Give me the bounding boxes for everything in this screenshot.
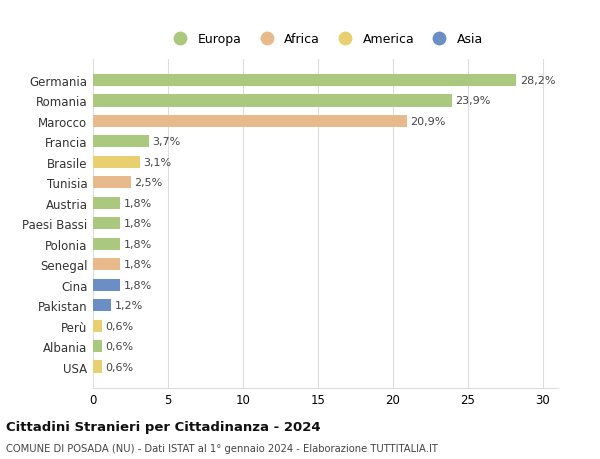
Bar: [93, 177, 131, 189]
Text: COMUNE DI POSADA (NU) - Dati ISTAT al 1° gennaio 2024 - Elaborazione TUTTITALIA.: COMUNE DI POSADA (NU) - Dati ISTAT al 1°…: [6, 443, 438, 453]
Text: 20,9%: 20,9%: [410, 117, 446, 127]
Text: 1,8%: 1,8%: [124, 280, 152, 290]
Text: 0,6%: 0,6%: [106, 362, 134, 372]
Bar: [93, 299, 111, 312]
Bar: [93, 136, 149, 148]
Text: 1,8%: 1,8%: [124, 219, 152, 229]
Bar: [93, 238, 120, 250]
Text: Cittadini Stranieri per Cittadinanza - 2024: Cittadini Stranieri per Cittadinanza - 2…: [6, 420, 320, 433]
Legend: Europa, Africa, America, Asia: Europa, Africa, America, Asia: [168, 33, 483, 46]
Text: 1,8%: 1,8%: [124, 239, 152, 249]
Bar: [93, 74, 516, 87]
Bar: [93, 340, 102, 353]
Bar: [93, 95, 452, 107]
Text: 1,2%: 1,2%: [115, 301, 143, 310]
Bar: [93, 361, 102, 373]
Bar: [93, 197, 120, 209]
Text: 23,9%: 23,9%: [455, 96, 491, 106]
Bar: [93, 218, 120, 230]
Bar: [93, 258, 120, 271]
Text: 3,1%: 3,1%: [143, 157, 172, 168]
Bar: [93, 116, 407, 128]
Text: 0,6%: 0,6%: [106, 321, 134, 331]
Bar: [93, 157, 139, 168]
Text: 1,8%: 1,8%: [124, 260, 152, 269]
Text: 0,6%: 0,6%: [106, 341, 134, 351]
Text: 28,2%: 28,2%: [520, 76, 555, 86]
Bar: [93, 320, 102, 332]
Text: 1,8%: 1,8%: [124, 198, 152, 208]
Bar: [93, 279, 120, 291]
Text: 2,5%: 2,5%: [134, 178, 163, 188]
Text: 3,7%: 3,7%: [152, 137, 181, 147]
